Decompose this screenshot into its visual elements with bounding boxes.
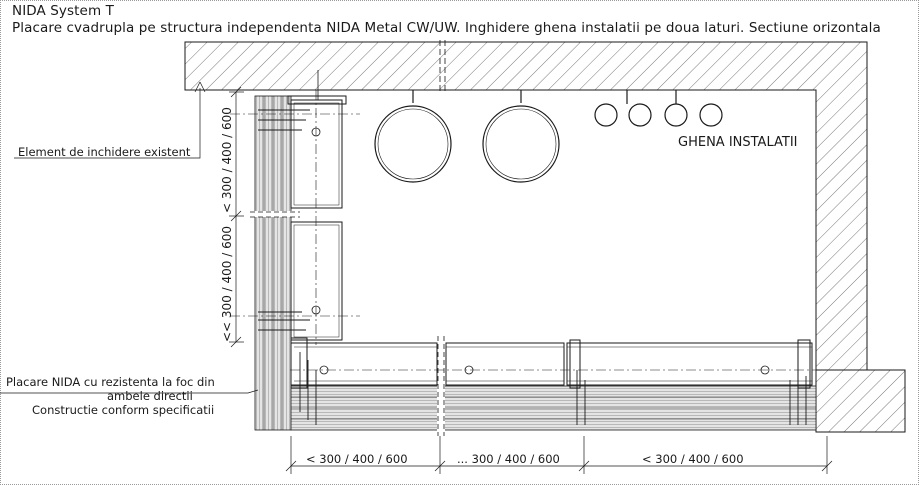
metal-studs — [287, 70, 813, 389]
label-nida-cladding: Placare NIDA cu rezistenta la foc din — [6, 375, 215, 389]
vertical-cladding — [250, 95, 300, 431]
dimension-vertical-bottom: << 300 / 400 / 600 — [220, 226, 234, 342]
axis-markers — [311, 127, 770, 375]
existing-wall — [184, 40, 906, 433]
label-nida-cladding-directions: ambele directii — [107, 389, 193, 403]
dimension-right: < 300 / 400 / 600 — [642, 452, 744, 466]
label-construction-note: Constructie conform specificatii — [32, 403, 215, 417]
screws — [258, 109, 807, 425]
shaft-pipes — [374, 90, 723, 183]
dimension-left: < 300 / 400 / 600 — [306, 452, 408, 466]
horizontal-dimension-lines — [285, 436, 833, 474]
dimension-middle: ... 300 / 400 / 600 — [457, 452, 560, 466]
dimension-vertical-top: < 300 / 400 / 600 — [220, 107, 234, 213]
label-existing-element: Element de inchidere existent — [18, 145, 191, 159]
drawing-title: NIDA System T — [12, 3, 114, 19]
axis-lines — [230, 90, 830, 371]
drawing-subtitle: Placare cvadrupla pe structura independe… — [12, 20, 881, 36]
leader-lines — [0, 81, 259, 394]
shaft-label: GHENA INSTALATII — [678, 135, 798, 150]
vertical-dimension-lines — [229, 86, 244, 348]
horizontal-cladding — [290, 336, 817, 436]
